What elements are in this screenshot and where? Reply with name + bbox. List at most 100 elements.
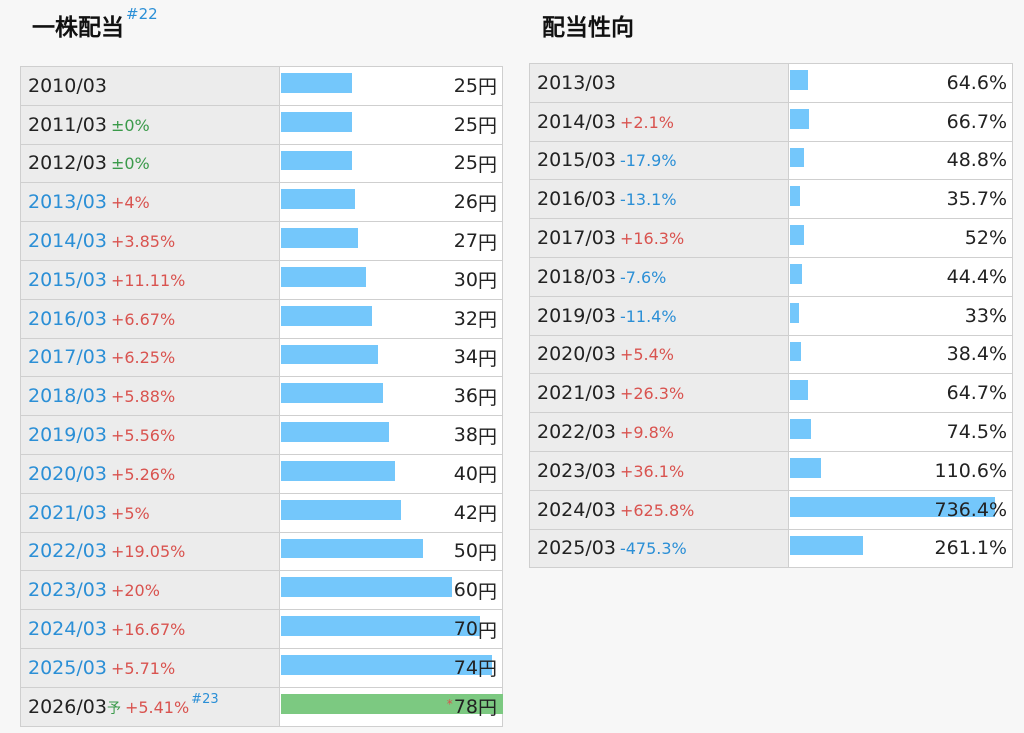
value-number: 261.1	[934, 537, 989, 560]
change-rate: -7.6%	[619, 267, 667, 287]
change-rate: +5.4%	[619, 345, 674, 365]
change-rate: +3.85%	[110, 232, 176, 252]
table-row: 2017/03 +16.3% 52%	[529, 218, 1013, 258]
period-label[interactable]: 2016/03	[28, 307, 107, 330]
forecast-bar	[281, 693, 503, 714]
value-number: 34	[453, 346, 478, 369]
change-rate: +625.8%	[619, 500, 695, 520]
value-cell: 36 円	[279, 376, 503, 417]
period-cell: 2017/03 +6.25%	[20, 337, 280, 378]
change-rate: +5.41%	[124, 697, 190, 717]
value-cell: 32 円	[279, 298, 503, 339]
value-bar	[281, 73, 353, 93]
value-unit: %	[988, 459, 1007, 482]
value-cell: 38 円	[279, 415, 503, 455]
table-row: 2020/03 +5.26% 40 円	[20, 453, 503, 494]
value-number: 38.4	[946, 343, 989, 366]
period-label[interactable]: 2019/03	[28, 424, 107, 447]
period-label[interactable]: 2024/03	[28, 618, 107, 641]
period-label[interactable]: 2014/03	[28, 230, 107, 253]
value-number: 25	[453, 152, 478, 175]
value-text: 48.8%	[947, 142, 1007, 180]
value-text: 60 円	[454, 571, 497, 609]
value-number: 74.5	[946, 421, 989, 444]
value-cell: 25 円	[279, 66, 503, 106]
value-text: 33%	[965, 297, 1007, 335]
value-cell: 33%	[788, 295, 1013, 336]
period-label[interactable]: 2018/03	[28, 385, 107, 408]
change-rate: +5.26%	[110, 464, 176, 484]
value-unit: 円	[477, 309, 497, 332]
value-cell: 26 円	[279, 182, 503, 223]
value-unit: 円	[477, 658, 497, 681]
period-cell: 2019/03 +5.56%	[20, 415, 280, 455]
table-row: 2018/03 -7.6% 44.4%	[529, 256, 1013, 297]
value-number: 50	[453, 540, 478, 563]
value-bar	[281, 266, 367, 287]
value-text: 110.6%	[935, 452, 1007, 490]
period-cell: 2014/03 +2.1%	[529, 101, 789, 142]
value-bar	[790, 147, 804, 168]
period-cell: 2020/03 +5.4%	[529, 334, 789, 375]
dividend-table: 2010/03 25 円 2011/03 ±0% 25 円 2012/03 ±0% 25 円 2013…	[20, 66, 503, 727]
value-number: 736.4	[934, 498, 989, 521]
value-bar	[281, 422, 390, 442]
table-row: 2012/03 ±0% 25 円	[20, 143, 503, 184]
value-bar	[790, 419, 811, 439]
change-rate: +6.25%	[110, 348, 176, 368]
value-bar	[281, 383, 384, 404]
value-number: 40	[453, 462, 478, 485]
table-row: 2024/03 +16.67% 70 円	[20, 609, 503, 649]
table-row: 2018/03 +5.88% 36 円	[20, 376, 503, 417]
value-cell: 34 円	[279, 337, 503, 378]
table-row: 2022/03 +19.05% 50 円	[20, 531, 503, 572]
period-label: 2025/03	[537, 537, 616, 560]
change-rate: +19.05%	[110, 542, 186, 562]
footnote-link[interactable]: #23	[191, 691, 219, 707]
period-cell: 2024/03 +625.8%	[529, 489, 789, 530]
change-rate: +4%	[110, 193, 150, 213]
value-cell: 261.1%	[788, 528, 1013, 569]
period-label[interactable]: 2021/03	[28, 501, 107, 524]
period-cell: 2015/03 -17.9%	[529, 140, 789, 181]
value-cell: 35.7%	[788, 179, 1013, 220]
value-unit: 円	[477, 697, 497, 720]
value-cell: 66.7%	[788, 101, 1013, 142]
period-label: 2023/03	[537, 459, 616, 482]
value-cell: 70 円	[279, 609, 503, 649]
value-bar	[281, 189, 355, 210]
period-label[interactable]: 2015/03	[28, 268, 107, 291]
value-text: 44.4%	[947, 258, 1007, 296]
value-bar	[281, 654, 492, 675]
change-rate: +20%	[110, 581, 160, 601]
period-cell: 2023/03 +36.1%	[529, 450, 789, 491]
period-label[interactable]: 2023/03	[28, 579, 107, 602]
value-number: 27	[453, 230, 478, 253]
period-label[interactable]: 2017/03	[28, 346, 107, 369]
value-text: 38.4%	[947, 336, 1007, 374]
period-label: 2022/03	[537, 421, 616, 444]
table-row: 2020/03 +5.4% 38.4%	[529, 334, 1013, 375]
table-row: 2019/03 -11.4% 33%	[529, 295, 1013, 336]
period-label: 2017/03	[537, 227, 616, 250]
period-label[interactable]: 2025/03	[28, 656, 107, 679]
value-unit: 円	[477, 76, 497, 99]
value-number: 36	[453, 385, 478, 408]
value-unit: %	[988, 188, 1007, 211]
value-cell: 48.8%	[788, 140, 1013, 181]
payout-title-text: 配当性向	[542, 15, 634, 41]
value-bar	[790, 186, 800, 207]
period-label: 2018/03	[537, 265, 616, 288]
value-number: 64.6	[946, 71, 989, 94]
period-label[interactable]: 2022/03	[28, 540, 107, 563]
dividend-footnote-link[interactable]: #22	[126, 5, 158, 23]
value-number: 66.7	[946, 110, 989, 133]
period-cell: 2013/03 +4%	[20, 182, 280, 223]
value-cell: 74 円	[279, 647, 503, 688]
period-label[interactable]: 2013/03	[28, 191, 107, 214]
value-bar	[281, 616, 481, 636]
period-label[interactable]: 2020/03	[28, 462, 107, 485]
value-number: 48.8	[946, 149, 989, 172]
value-number: 25	[453, 113, 478, 136]
value-number: 52	[964, 227, 989, 250]
